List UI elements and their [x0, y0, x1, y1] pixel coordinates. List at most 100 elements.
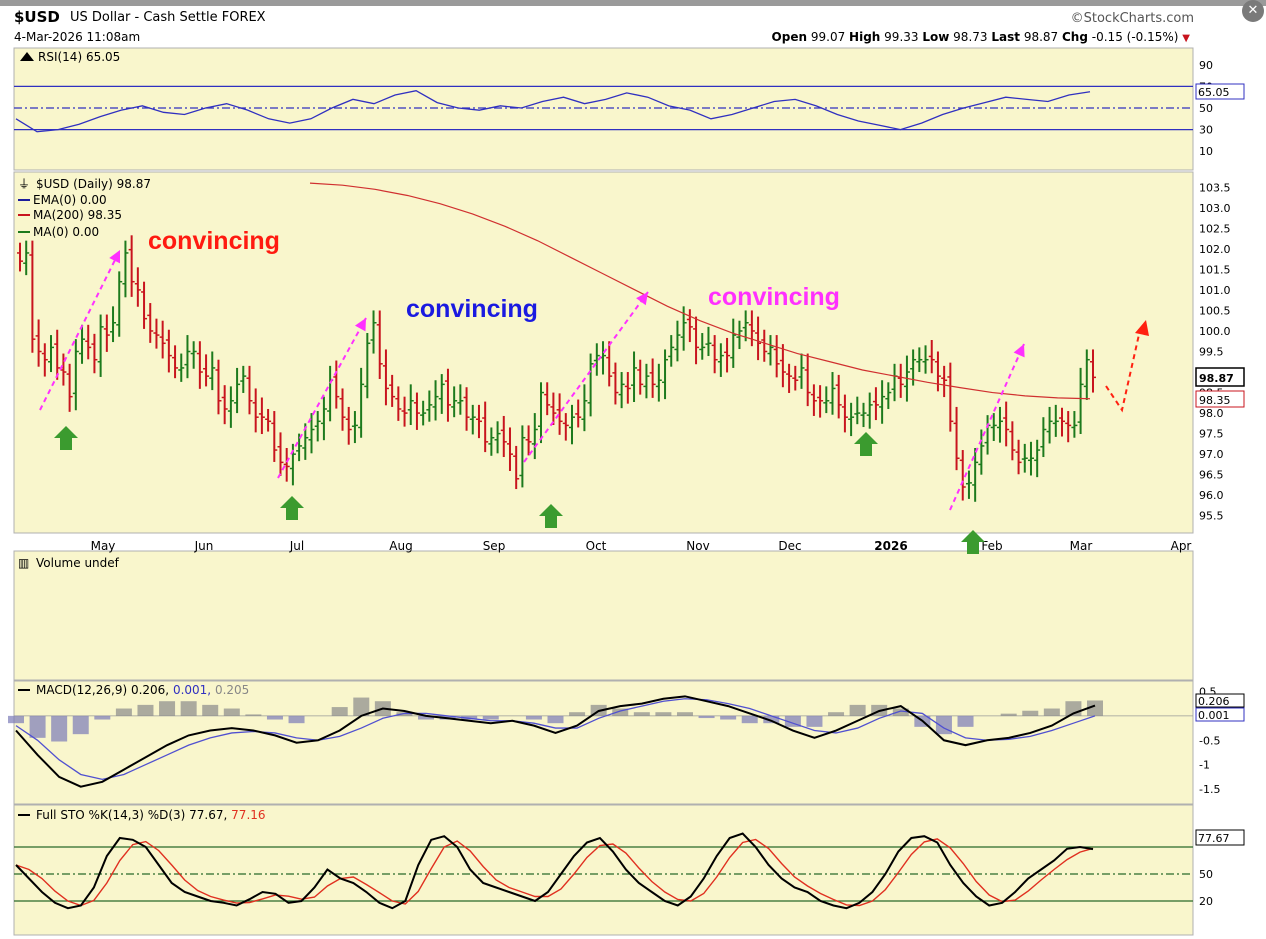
sto-k-line: [15, 832, 1094, 910]
chg-label: Chg: [1062, 30, 1088, 44]
open-label: Open: [771, 30, 808, 44]
rsi-value-badge: [1195, 83, 1245, 100]
macd-histogram-bar: [72, 715, 89, 735]
sto-label-main: Full STO %K(14,3) %D(3) 77.67,: [36, 808, 227, 822]
rsi-tick: 90: [1199, 59, 1213, 72]
macd-histogram-bar: [8, 715, 24, 724]
low-label: Low: [922, 30, 950, 44]
projection-arrow-line: [1105, 329, 1141, 413]
trend-arrow-line: [277, 317, 367, 479]
price-tick: 96.0: [1199, 489, 1224, 502]
macd-panel: -1.5-1-0.50.5: [8, 685, 1220, 796]
low-value: 98.73: [953, 30, 988, 44]
macd-histogram-bar: [1022, 710, 1039, 716]
macd-histogram-bar: [676, 712, 693, 716]
ma200-label: MA(200) 98.35: [33, 208, 122, 222]
macd-tick: -1.5: [1199, 783, 1220, 796]
macd-histogram-bar: [331, 707, 348, 716]
green-up-arrow-icon: [280, 496, 304, 520]
macd-histogram-bar: [288, 715, 305, 724]
month-tick: Dec: [778, 539, 801, 553]
price-panel: 95.596.096.597.097.598.098.599.099.5100.…: [17, 181, 1231, 554]
macd-line: [15, 695, 1096, 788]
trend-arrow-head-icon: [109, 250, 120, 264]
month-tick: Jul: [289, 539, 304, 553]
rsi-tick: 50: [1199, 102, 1213, 115]
macd-histogram-bar: [1043, 708, 1060, 716]
macd-histogram-bar: [223, 708, 240, 716]
close-button[interactable]: ✕: [1242, 0, 1264, 22]
ma200-value-badge: [1195, 390, 1245, 408]
sto-d-line: [15, 838, 1094, 907]
price-tick: 103.5: [1199, 181, 1231, 194]
macd-signal-line: [15, 698, 1096, 781]
trend-arrow-head-icon: [1013, 344, 1025, 358]
month-tick: May: [91, 539, 116, 553]
green-up-arrow-icon: [961, 530, 985, 554]
month-tick: Sep: [483, 539, 506, 553]
sto-value-badge-text: 77.67: [1198, 832, 1230, 845]
trend-arrow-line: [949, 343, 1025, 511]
macd-histogram-bar: [94, 715, 111, 720]
macd-label: MACD(12,26,9) 0.206, 0.001, 0.205: [36, 683, 249, 697]
price-tick: 97.5: [1199, 428, 1224, 441]
chg-value: -0.15 (-0.15%): [1091, 30, 1179, 44]
projection-arrow-head-icon: [1135, 320, 1149, 336]
price-tick: 101.0: [1199, 284, 1231, 297]
rsi-line: [15, 90, 1091, 133]
macd-histogram-bar: [525, 715, 542, 720]
macd-histogram-bar: [245, 714, 262, 716]
macd-histogram-bar: [51, 715, 68, 742]
sto-tick: 20: [1199, 895, 1213, 908]
macd-histogram-bar: [202, 704, 219, 716]
panel-backgrounds: [13, 47, 1194, 936]
month-tick: Nov: [686, 539, 709, 553]
open-value: 99.07: [810, 30, 846, 44]
price-tick: 97.0: [1199, 448, 1224, 461]
ohlc-bars-icon: ⏚: [18, 177, 30, 191]
ma0-label: MA(0) 0.00: [33, 225, 99, 239]
macd-label-hist: 0.205: [215, 683, 249, 697]
panel-bg-macd: [13, 680, 1194, 805]
ema-label: EMA(0) 0.00: [33, 193, 107, 207]
ticker-symbol: $USD: [14, 8, 60, 26]
trend-arrow-head-icon: [636, 292, 648, 306]
price-tick: 96.5: [1199, 469, 1224, 482]
macd-label-signal: 0.001,: [173, 683, 211, 697]
last-price-badge: [1195, 367, 1245, 387]
macd-histogram-bar: [784, 715, 801, 727]
macd-histogram-bar: [29, 715, 46, 738]
trend-arrow-line: [523, 291, 649, 463]
green-up-arrow-icon: [854, 432, 878, 456]
macd-histogram-bar: [763, 715, 780, 724]
month-tick: Oct: [586, 539, 607, 553]
chg-down-icon: ▼: [1182, 33, 1190, 44]
price-tick: 100.5: [1199, 304, 1231, 317]
annotation-convincing-1: convincing: [148, 227, 280, 255]
instrument-description: US Dollar - Cash Settle FOREX: [70, 10, 266, 25]
quote-summary: Open 99.07 High 99.33 Low 98.73 Last 98.…: [772, 30, 1190, 44]
rsi-indicator-icon: [20, 52, 34, 61]
macd-histogram-bar: [353, 697, 370, 716]
month-tick: Mar: [1070, 539, 1093, 553]
month-tick: Feb: [981, 539, 1002, 553]
ma200-line: [309, 182, 1091, 400]
month-tick: Apr: [1171, 539, 1192, 553]
chart-datetime: 4-Mar-2026 11:08am: [14, 30, 141, 44]
price-tick: 100.0: [1199, 325, 1231, 338]
macd-tick: -0.5: [1199, 734, 1220, 747]
macd-label-main: MACD(12,26,9) 0.206,: [36, 683, 169, 697]
high-value: 99.33: [884, 30, 919, 44]
macd-histogram-bar: [266, 715, 283, 720]
green-up-arrow-icon: [54, 426, 78, 450]
macd-histogram-bar: [892, 708, 909, 716]
green-up-arrow-icon: [539, 504, 563, 528]
high-label: High: [849, 30, 881, 44]
signal-value-badge-text: 0.001: [1198, 709, 1230, 722]
volume-bars-icon: ▥: [18, 556, 29, 570]
price-tick: 102.5: [1199, 222, 1231, 235]
panel-bg-vol: [13, 550, 1194, 681]
macd-histogram-bar: [655, 712, 672, 716]
rsi-label: RSI(14) 65.05: [38, 50, 120, 64]
